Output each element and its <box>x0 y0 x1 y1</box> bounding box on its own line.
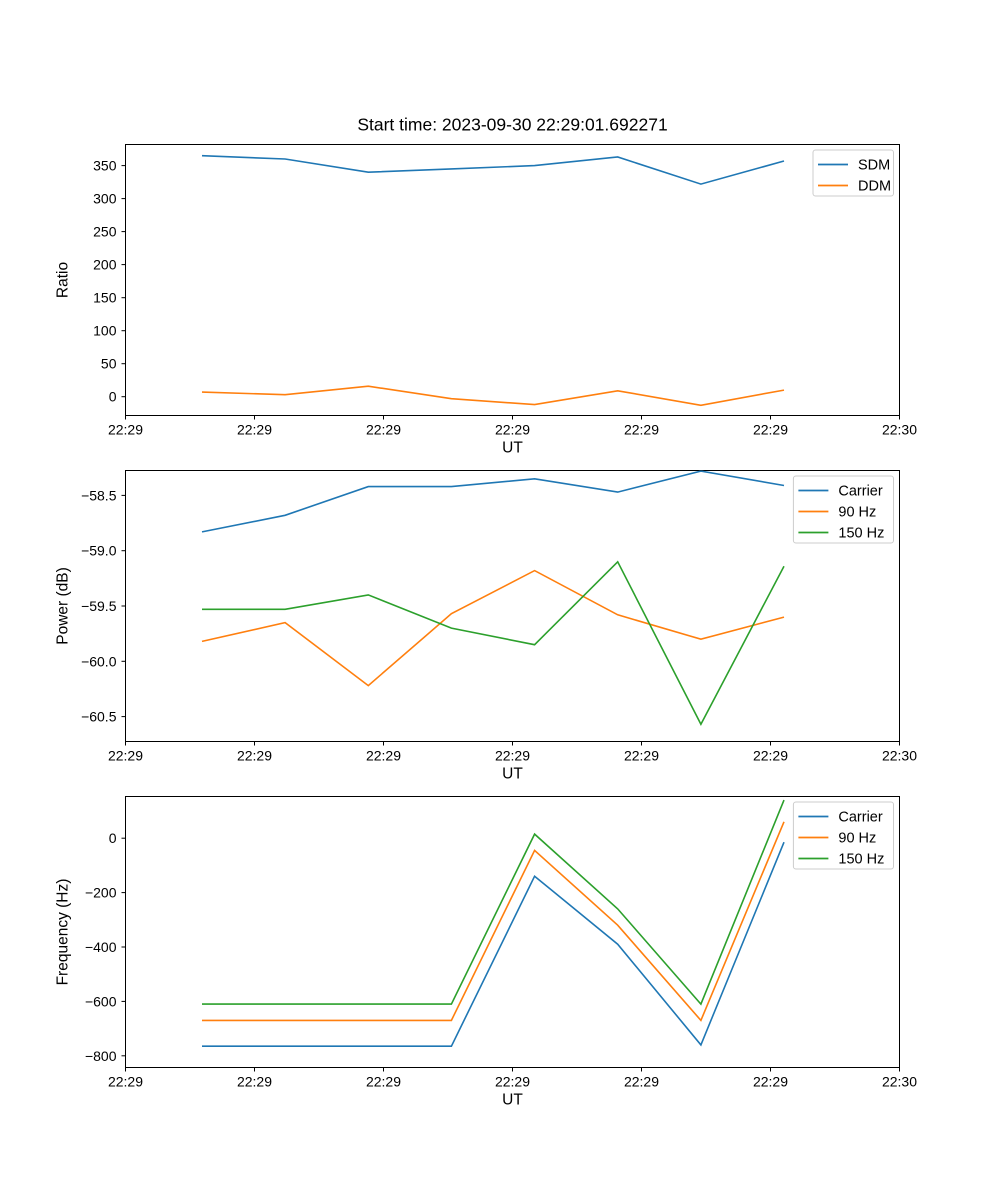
svg-text:Ratio: Ratio <box>55 262 72 298</box>
svg-text:22:30: 22:30 <box>882 748 917 764</box>
svg-text:UT: UT <box>502 766 523 783</box>
svg-text:22:29: 22:29 <box>753 422 788 438</box>
svg-text:Start time: 2023-09-30 22:29:0: Start time: 2023-09-30 22:29:01.692271 <box>357 115 667 135</box>
svg-text:50: 50 <box>101 356 117 372</box>
svg-text:90 Hz: 90 Hz <box>838 505 876 521</box>
svg-text:350: 350 <box>93 158 117 174</box>
svg-text:22:29: 22:29 <box>495 1074 530 1090</box>
svg-text:22:29: 22:29 <box>237 422 272 438</box>
svg-text:Frequency (Hz): Frequency (Hz) <box>55 879 72 986</box>
svg-text:22:29: 22:29 <box>108 422 143 438</box>
svg-text:UT: UT <box>502 1092 523 1109</box>
svg-text:Carrier: Carrier <box>838 484 882 500</box>
svg-text:22:29: 22:29 <box>624 1074 659 1090</box>
svg-text:−60.5: −60.5 <box>81 709 117 725</box>
svg-text:−60.0: −60.0 <box>81 653 117 669</box>
svg-text:90 Hz: 90 Hz <box>838 831 876 847</box>
svg-text:300: 300 <box>93 191 117 207</box>
svg-text:22:30: 22:30 <box>882 422 917 438</box>
svg-text:UT: UT <box>502 440 523 457</box>
svg-text:22:29: 22:29 <box>366 748 401 764</box>
svg-text:22:29: 22:29 <box>366 1074 401 1090</box>
svg-text:22:29: 22:29 <box>753 748 788 764</box>
svg-text:22:29: 22:29 <box>753 1074 788 1090</box>
svg-text:150: 150 <box>93 290 117 306</box>
svg-text:22:29: 22:29 <box>624 422 659 438</box>
svg-text:22:29: 22:29 <box>366 422 401 438</box>
svg-text:SDM: SDM <box>858 158 890 174</box>
svg-text:150 Hz: 150 Hz <box>838 852 884 868</box>
svg-text:22:29: 22:29 <box>108 748 143 764</box>
svg-text:−59.5: −59.5 <box>81 598 117 614</box>
svg-text:150 Hz: 150 Hz <box>838 526 884 542</box>
svg-text:22:29: 22:29 <box>624 748 659 764</box>
svg-text:100: 100 <box>93 323 117 339</box>
svg-text:−400: −400 <box>85 939 117 955</box>
svg-text:0: 0 <box>109 830 117 846</box>
svg-text:22:29: 22:29 <box>108 1074 143 1090</box>
svg-text:−600: −600 <box>85 993 117 1009</box>
svg-text:Power (dB): Power (dB) <box>55 567 72 645</box>
svg-text:22:29: 22:29 <box>237 1074 272 1090</box>
svg-text:22:30: 22:30 <box>882 1074 917 1090</box>
svg-text:200: 200 <box>93 257 117 273</box>
svg-text:DDM: DDM <box>858 179 891 195</box>
svg-text:−58.5: −58.5 <box>81 487 117 503</box>
svg-text:−200: −200 <box>85 885 117 901</box>
svg-text:22:29: 22:29 <box>237 748 272 764</box>
svg-text:Carrier: Carrier <box>838 810 882 826</box>
svg-text:−800: −800 <box>85 1048 117 1064</box>
svg-text:0: 0 <box>109 389 117 405</box>
svg-text:22:29: 22:29 <box>495 748 530 764</box>
svg-text:−59.0: −59.0 <box>81 543 117 559</box>
svg-text:22:29: 22:29 <box>495 422 530 438</box>
svg-text:250: 250 <box>93 224 117 240</box>
